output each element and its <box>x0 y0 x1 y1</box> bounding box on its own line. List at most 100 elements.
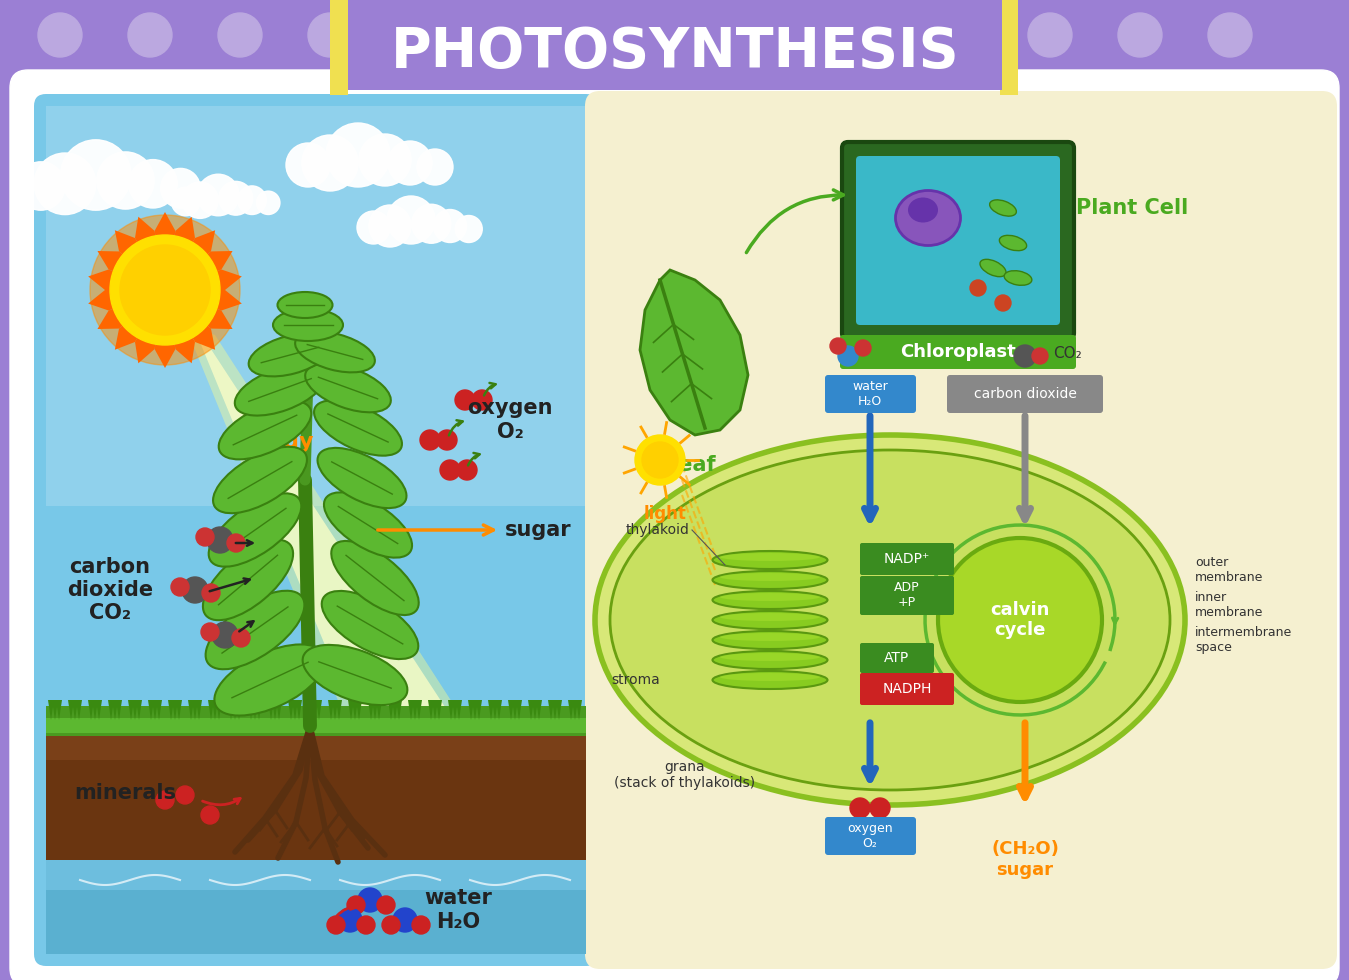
Polygon shape <box>88 270 165 290</box>
Circle shape <box>357 211 390 244</box>
Polygon shape <box>165 230 214 290</box>
Ellipse shape <box>712 611 827 629</box>
Polygon shape <box>115 230 165 290</box>
Circle shape <box>411 204 451 243</box>
Ellipse shape <box>321 591 418 660</box>
Circle shape <box>13 648 57 692</box>
Circle shape <box>13 553 57 597</box>
Circle shape <box>201 623 219 641</box>
Circle shape <box>455 390 475 410</box>
Ellipse shape <box>278 292 332 318</box>
Polygon shape <box>576 700 581 720</box>
Ellipse shape <box>1000 235 1027 251</box>
Ellipse shape <box>712 571 827 589</box>
Polygon shape <box>188 700 194 720</box>
Circle shape <box>389 141 432 185</box>
Bar <box>46 760 585 954</box>
Polygon shape <box>49 700 54 720</box>
Polygon shape <box>476 700 482 720</box>
Polygon shape <box>228 700 233 720</box>
Circle shape <box>938 538 1102 702</box>
Circle shape <box>128 923 173 967</box>
Polygon shape <box>165 270 241 290</box>
Text: water
H₂O: water H₂O <box>853 380 888 408</box>
Circle shape <box>1118 13 1161 57</box>
Circle shape <box>357 888 382 912</box>
Circle shape <box>13 78 57 122</box>
Polygon shape <box>115 290 165 350</box>
Polygon shape <box>248 700 254 720</box>
Circle shape <box>175 786 194 804</box>
Polygon shape <box>185 325 469 730</box>
Polygon shape <box>552 700 558 720</box>
Polygon shape <box>53 700 58 720</box>
Polygon shape <box>96 700 103 720</box>
Circle shape <box>326 123 390 187</box>
Polygon shape <box>368 700 374 720</box>
FancyBboxPatch shape <box>861 643 934 673</box>
Circle shape <box>642 442 679 478</box>
Polygon shape <box>536 700 542 720</box>
Circle shape <box>1032 348 1048 364</box>
Polygon shape <box>236 700 241 720</box>
Circle shape <box>61 140 131 210</box>
Ellipse shape <box>712 591 827 609</box>
Circle shape <box>201 806 219 824</box>
Ellipse shape <box>314 401 402 456</box>
Circle shape <box>849 13 892 57</box>
Polygon shape <box>513 700 518 720</box>
Polygon shape <box>456 700 461 720</box>
Ellipse shape <box>720 653 820 661</box>
Polygon shape <box>472 700 478 720</box>
Polygon shape <box>135 217 165 290</box>
Circle shape <box>938 923 982 967</box>
Circle shape <box>440 460 460 480</box>
Bar <box>46 718 585 733</box>
Circle shape <box>161 169 200 208</box>
Polygon shape <box>135 290 165 364</box>
FancyBboxPatch shape <box>9 70 1340 980</box>
Circle shape <box>849 923 892 967</box>
Circle shape <box>838 346 858 366</box>
Text: light: light <box>643 505 687 523</box>
Circle shape <box>855 340 871 356</box>
Circle shape <box>1028 13 1072 57</box>
Circle shape <box>370 205 411 247</box>
Circle shape <box>970 280 986 296</box>
Circle shape <box>111 235 220 345</box>
Polygon shape <box>152 700 158 720</box>
Polygon shape <box>312 700 318 720</box>
Circle shape <box>38 923 82 967</box>
Circle shape <box>577 13 622 57</box>
Circle shape <box>256 191 281 215</box>
Circle shape <box>1292 78 1336 122</box>
Circle shape <box>1292 458 1336 502</box>
Polygon shape <box>136 700 142 720</box>
Ellipse shape <box>990 200 1016 217</box>
Polygon shape <box>175 700 182 720</box>
Polygon shape <box>116 700 121 720</box>
Bar <box>331 0 348 95</box>
Text: Plant Cell: Plant Cell <box>1077 198 1188 218</box>
Circle shape <box>938 13 982 57</box>
Polygon shape <box>295 700 302 720</box>
Circle shape <box>212 622 237 648</box>
Polygon shape <box>332 700 339 720</box>
Polygon shape <box>92 700 98 720</box>
Ellipse shape <box>272 309 343 341</box>
Circle shape <box>171 578 189 596</box>
Polygon shape <box>397 700 402 720</box>
Circle shape <box>182 182 219 219</box>
Circle shape <box>417 149 453 185</box>
Circle shape <box>13 268 57 312</box>
Ellipse shape <box>324 492 411 558</box>
Bar <box>1000 0 1018 95</box>
Circle shape <box>237 186 266 215</box>
Ellipse shape <box>908 198 938 222</box>
Circle shape <box>758 923 803 967</box>
Polygon shape <box>356 700 362 720</box>
Polygon shape <box>132 700 138 720</box>
Polygon shape <box>196 330 460 730</box>
FancyBboxPatch shape <box>861 543 954 575</box>
Circle shape <box>13 173 57 217</box>
